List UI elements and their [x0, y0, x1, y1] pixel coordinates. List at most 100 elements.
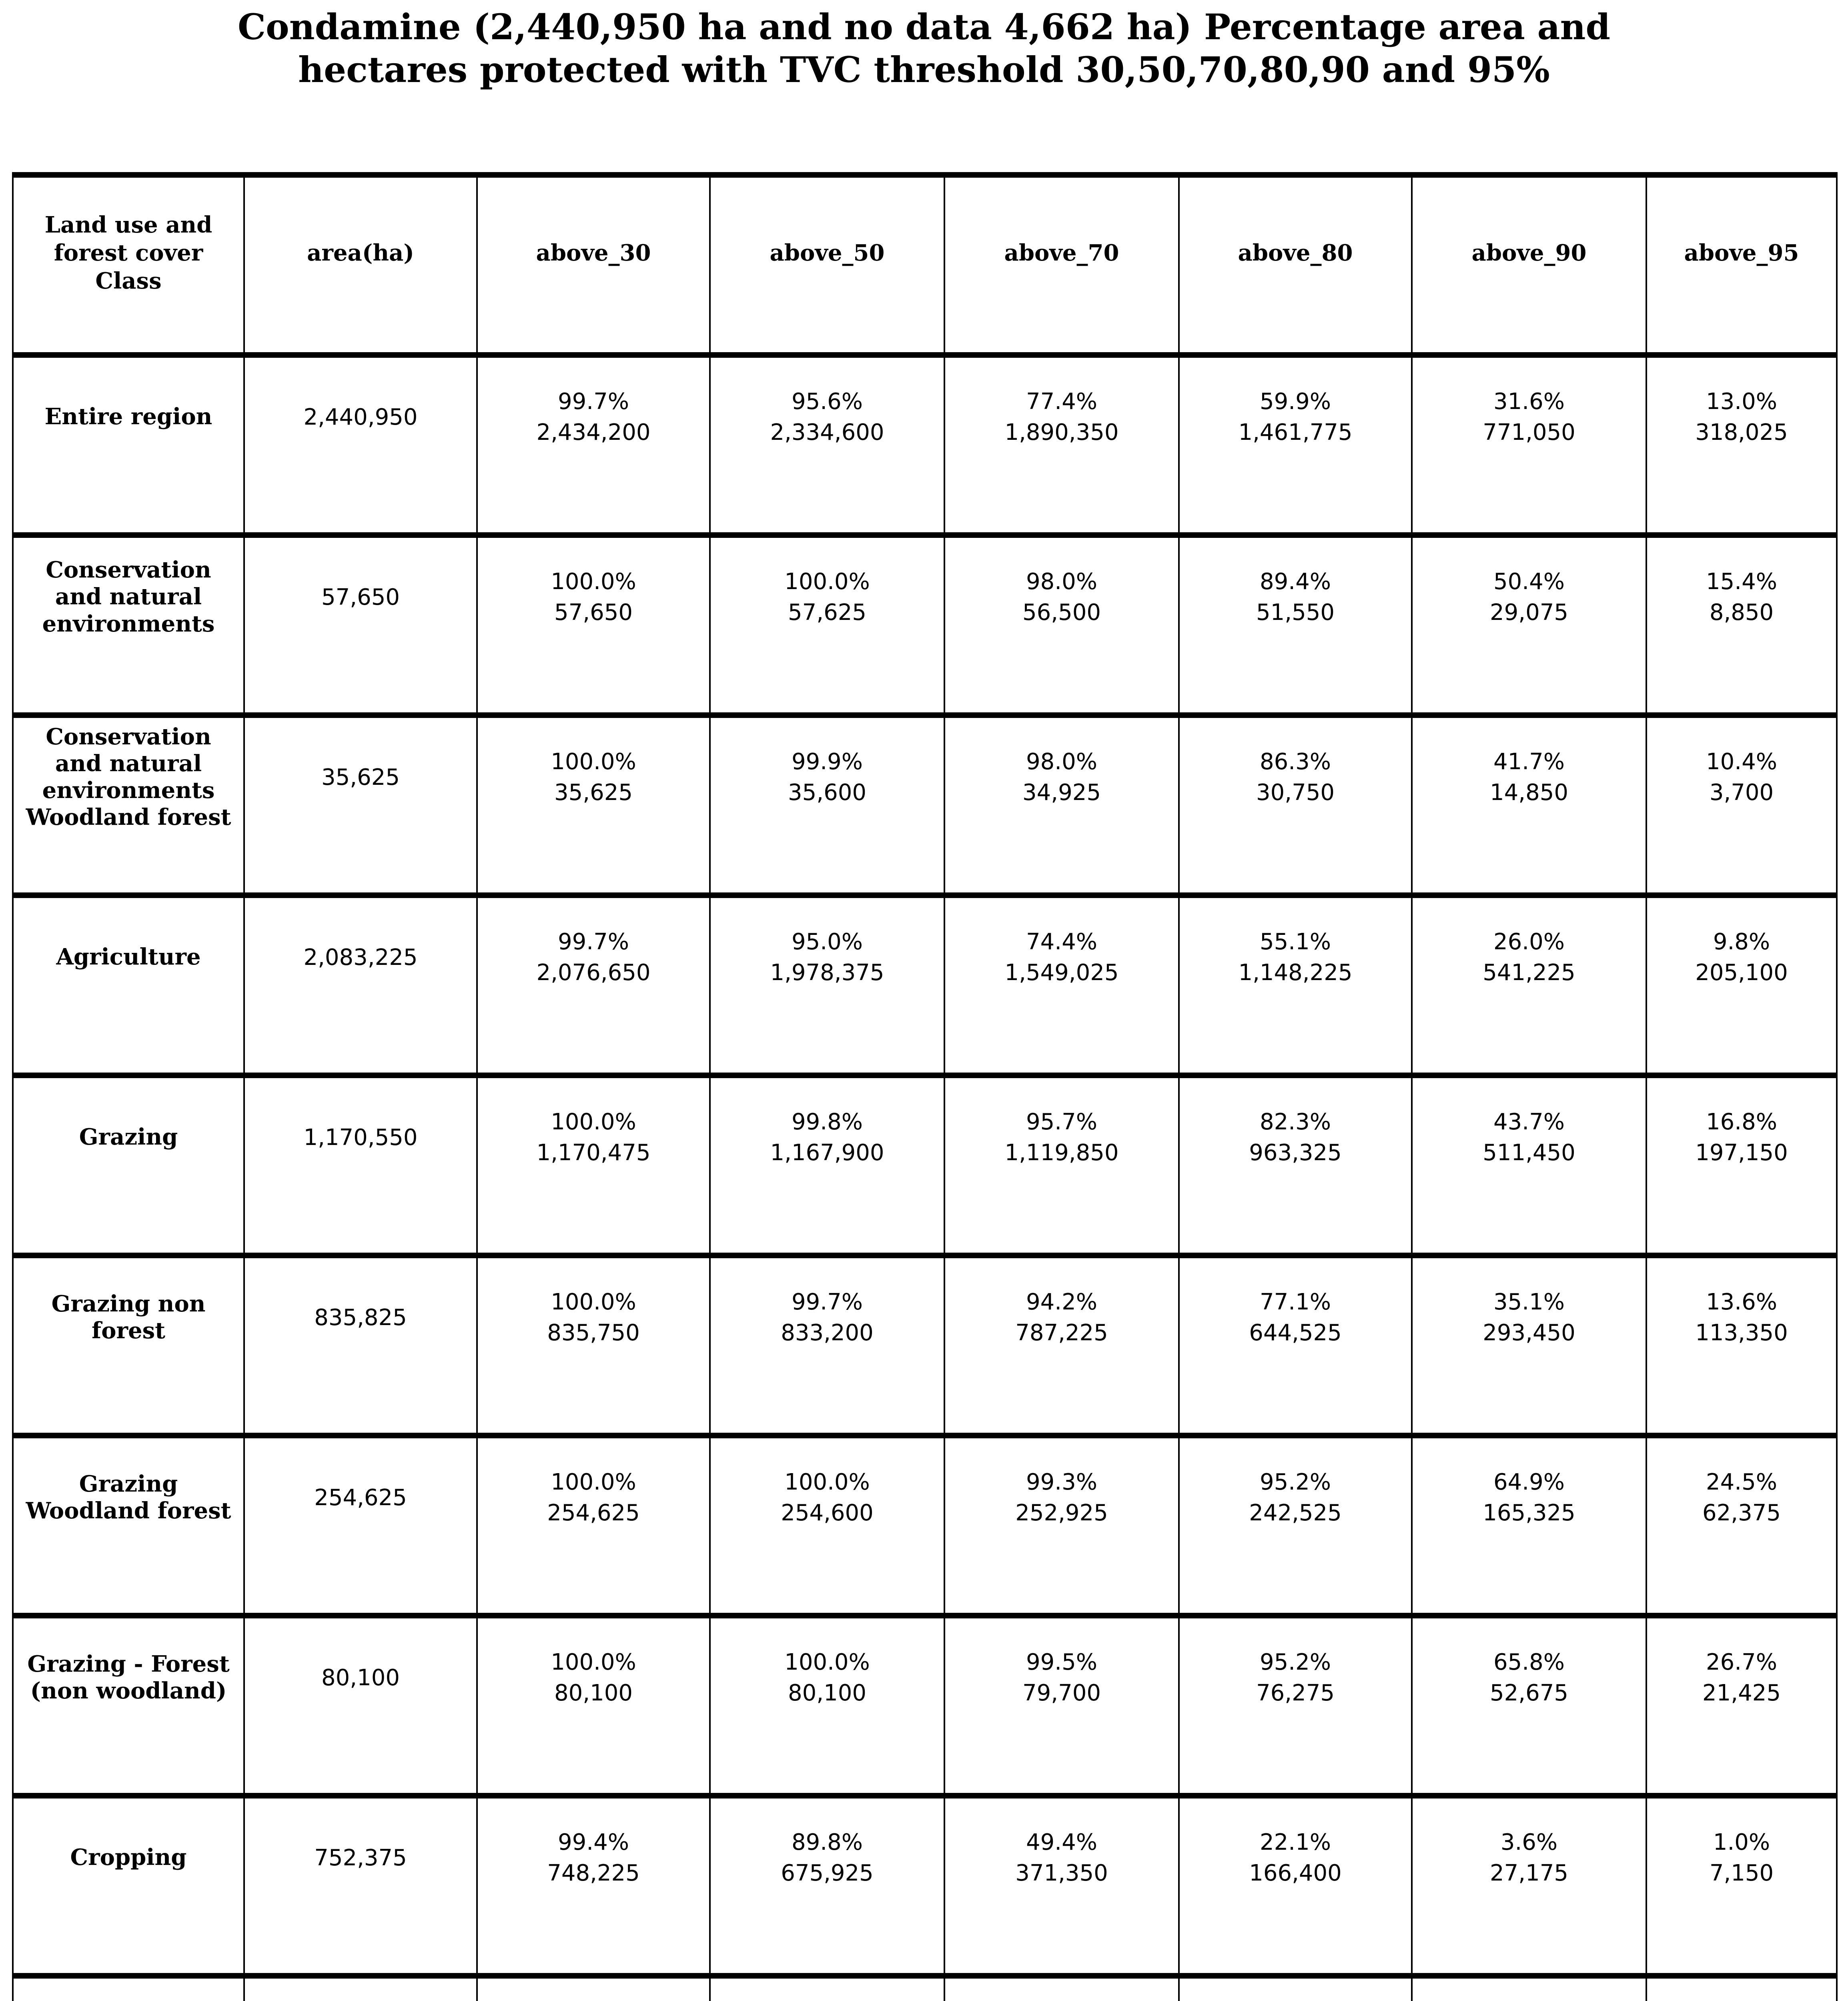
- row-area: 2,440,950: [243, 352, 478, 538]
- cell-above-30: 99.7% 2,076,650: [476, 892, 711, 1078]
- hectares-value: 29,075: [1490, 599, 1568, 626]
- header-row: Land use and forest cover Class area(ha)…: [12, 172, 1838, 358]
- percent-value: 89.8%: [792, 1829, 863, 1855]
- hectares-value: 748,225: [547, 1860, 640, 1886]
- protection-table: Land use and forest cover Class area(ha)…: [12, 172, 1838, 2001]
- cell-above-70: 49.4% 371,350: [944, 1793, 1180, 1979]
- table-row: Agriculture 2,083,225 99.7% 2,076,650 95…: [12, 892, 1838, 1078]
- hectares-value: 14,850: [1490, 780, 1568, 806]
- cell-above-70: 94.2% 787,225: [944, 1253, 1180, 1438]
- percent-value: 31.6%: [1493, 389, 1565, 415]
- cell-above-80: 95.2% 76,275: [1178, 1613, 1413, 1798]
- cell-above-95: 24.5% 62,375: [1646, 1433, 1838, 1618]
- row-label: Irrigation: [12, 1973, 245, 2001]
- hectares-value: 242,525: [1249, 1500, 1342, 1526]
- cell-above-50: 99.9% 35,600: [709, 712, 945, 898]
- cell-above-90: 43.7% 511,450: [1411, 1073, 1647, 1258]
- row-label: Entire region: [12, 352, 245, 538]
- hectares-value: 3,700: [1709, 780, 1774, 806]
- table-row: Entire region 2,440,950 99.7% 2,434,200 …: [12, 352, 1838, 538]
- percent-value: 86.3%: [1260, 749, 1331, 775]
- percent-value: 99.7%: [558, 389, 629, 415]
- percent-value: 95.6%: [792, 389, 863, 415]
- col-header-above-90: above_90: [1411, 172, 1647, 358]
- percent-value: 35.1%: [1493, 1289, 1565, 1315]
- cell-above-30: 100.0% 835,750: [476, 1253, 711, 1438]
- hectares-value: 21,425: [1702, 1680, 1781, 1706]
- hectares-value: 27,175: [1490, 1860, 1568, 1886]
- hectares-value: 644,525: [1249, 1320, 1342, 1346]
- cell-above-50: 89.8% 675,925: [709, 1793, 945, 1979]
- cell-above-50: 95.0% 1,978,375: [709, 892, 945, 1078]
- cell-above-30: 99.4% 748,225: [476, 1793, 711, 1979]
- hectares-value: 254,600: [781, 1500, 874, 1526]
- hectares-value: 252,925: [1015, 1500, 1108, 1526]
- hectares-value: 771,050: [1483, 419, 1575, 445]
- percent-value: 100.0%: [551, 1469, 636, 1495]
- cell-above-80: 22.1% 166,400: [1178, 1793, 1413, 1979]
- row-label: Conservation and natural environments: [12, 532, 245, 718]
- percent-value: 94.2%: [1026, 1289, 1097, 1315]
- hectares-value: 80,100: [788, 1680, 866, 1706]
- hectares-value: 34,925: [1022, 780, 1101, 806]
- col-header-above-30: above_30: [476, 172, 711, 358]
- col-header-above-50: above_50: [709, 172, 945, 358]
- cell-above-90: 64.9% 165,325: [1411, 1433, 1647, 1618]
- cell-above-95: 13.6% 113,350: [1646, 1253, 1838, 1438]
- percent-value: 99.5%: [1026, 1649, 1097, 1675]
- hectares-value: 541,225: [1483, 960, 1575, 986]
- hectares-value: 52,675: [1490, 1680, 1568, 1706]
- percent-value: 49.4%: [1026, 1829, 1097, 1855]
- cell-above-90: 50.4% 29,075: [1411, 532, 1647, 718]
- hectares-value: 833,200: [781, 1320, 874, 1346]
- cell-above-70: 95.7% 1,119,850: [944, 1073, 1180, 1258]
- percent-value: 26.7%: [1706, 1649, 1777, 1675]
- hectares-value: 2,076,650: [536, 960, 651, 986]
- cell-above-80: 86.3% 30,750: [1178, 712, 1413, 898]
- cell-above-50: 99.7% 833,200: [709, 1253, 945, 1438]
- percent-value: 95.7%: [1026, 1109, 1097, 1135]
- percent-value: 95.2%: [1260, 1469, 1331, 1495]
- cell-above-70: 36.0% 57,550: [944, 1973, 1180, 2001]
- col-header-area: area(ha): [243, 172, 478, 358]
- hectares-value: 1,549,025: [1004, 960, 1119, 986]
- cell-above-95: 9.8% 205,100: [1646, 892, 1838, 1078]
- cell-above-95: 10.4% 3,700: [1646, 712, 1838, 898]
- percent-value: 13.0%: [1706, 389, 1777, 415]
- percent-value: 100.0%: [551, 1109, 636, 1135]
- percent-value: 16.8%: [1706, 1109, 1777, 1135]
- cell-above-50: 83.9% 134,275: [709, 1973, 945, 2001]
- cell-above-90: 26.0% 541,225: [1411, 892, 1647, 1078]
- table-row: Grazing 1,170,550 100.0% 1,170,475 99.8%…: [12, 1073, 1838, 1258]
- hectares-value: 254,625: [547, 1500, 640, 1526]
- percent-value: 98.0%: [1026, 749, 1097, 775]
- hectares-value: 35,625: [554, 780, 633, 806]
- table-row: Grazing Woodland forest 254,625 100.0% 2…: [12, 1433, 1838, 1618]
- row-area: 752,375: [243, 1793, 478, 1979]
- hectares-value: 197,150: [1695, 1140, 1788, 1166]
- cell-above-90: 1.6% 2,550: [1411, 1973, 1647, 2001]
- table-row: Irrigation 160,025 98.5% 157,675 83.9% 1…: [12, 1973, 1838, 2001]
- hectares-value: 318,025: [1695, 419, 1788, 445]
- cell-above-70: 74.4% 1,549,025: [944, 892, 1180, 1078]
- percent-value: 100.0%: [551, 749, 636, 775]
- hectares-value: 30,750: [1256, 780, 1335, 806]
- percent-value: 100.0%: [784, 1649, 870, 1675]
- percent-value: 64.9%: [1493, 1469, 1565, 1495]
- percent-value: 99.3%: [1026, 1469, 1097, 1495]
- percent-value: 55.1%: [1260, 929, 1331, 955]
- percent-value: 9.8%: [1713, 929, 1770, 955]
- percent-value: 100.0%: [551, 1649, 636, 1675]
- cell-above-95: 16.8% 197,150: [1646, 1073, 1838, 1258]
- percent-value: 100.0%: [551, 1289, 636, 1315]
- percent-value: 65.8%: [1493, 1649, 1565, 1675]
- row-area: 35,625: [243, 712, 478, 898]
- hectares-value: 35,600: [788, 780, 866, 806]
- row-label: Grazing - Forest (non woodland): [12, 1613, 245, 1798]
- hectares-value: 56,500: [1022, 599, 1101, 626]
- hectares-value: 675,925: [781, 1860, 874, 1886]
- hectares-value: 113,350: [1695, 1320, 1788, 1346]
- table-row: Grazing non forest 835,825 100.0% 835,75…: [12, 1253, 1838, 1438]
- percent-value: 77.4%: [1026, 389, 1097, 415]
- cell-above-50: 99.8% 1,167,900: [709, 1073, 945, 1258]
